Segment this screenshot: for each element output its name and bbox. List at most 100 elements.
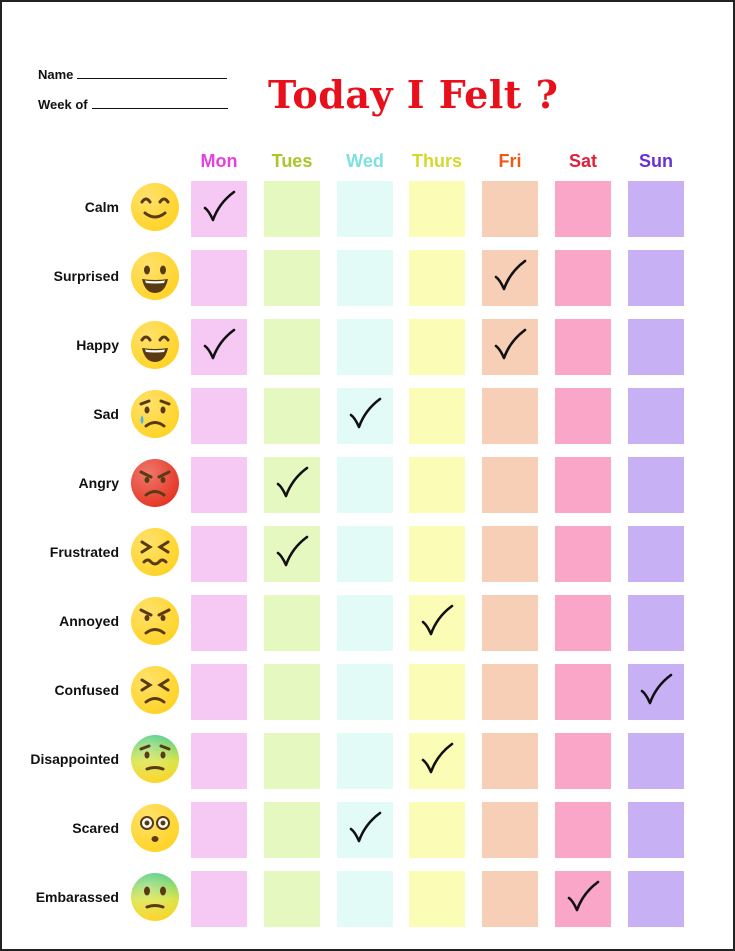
cell-scared-tues[interactable] [264, 802, 320, 858]
cell-frustrated-mon[interactable] [191, 526, 247, 582]
checkmark-icon [349, 397, 382, 429]
cell-disappointed-tues[interactable] [264, 733, 320, 789]
cell-happy-mon[interactable] [191, 319, 247, 375]
confused-face-icon [131, 666, 179, 714]
cell-frustrated-thurs[interactable] [409, 526, 465, 582]
cell-scared-fri[interactable] [482, 802, 538, 858]
checkmark-icon [203, 328, 236, 360]
cell-embarassed-mon[interactable] [191, 871, 247, 927]
cell-sad-wed[interactable] [337, 388, 393, 444]
day-header-thurs: Thurs [411, 151, 462, 171]
cell-surprised-fri[interactable] [482, 250, 538, 306]
cell-calm-fri[interactable] [482, 181, 538, 237]
cell-happy-fri[interactable] [482, 319, 538, 375]
cell-embarassed-tues[interactable] [264, 871, 320, 927]
feeling-label-embarassed: Embarassed [35, 889, 119, 905]
cell-disappointed-sun[interactable] [628, 733, 684, 789]
cell-calm-wed[interactable] [337, 181, 393, 237]
cell-surprised-tues[interactable] [264, 250, 320, 306]
cell-calm-thurs[interactable] [409, 181, 465, 237]
cell-angry-fri[interactable] [482, 457, 538, 513]
cell-frustrated-fri[interactable] [482, 526, 538, 582]
sad-face-icon [131, 390, 179, 438]
cell-calm-sat[interactable] [555, 181, 611, 237]
cell-surprised-mon[interactable] [191, 250, 247, 306]
cell-disappointed-thurs[interactable] [409, 733, 465, 789]
cell-confused-sun[interactable] [628, 664, 684, 720]
cell-confused-wed[interactable] [337, 664, 393, 720]
cell-scared-mon[interactable] [191, 802, 247, 858]
cell-angry-sun[interactable] [628, 457, 684, 513]
week-field[interactable]: Week of [38, 96, 228, 112]
cell-surprised-sat[interactable] [555, 250, 611, 306]
cell-happy-thurs[interactable] [409, 319, 465, 375]
cell-angry-mon[interactable] [191, 457, 247, 513]
calm-face-icon [131, 183, 179, 231]
checkmark-icon [494, 259, 527, 291]
cell-sad-sat[interactable] [555, 388, 611, 444]
cell-angry-thurs[interactable] [409, 457, 465, 513]
cell-embarassed-sat[interactable] [555, 871, 611, 927]
cell-frustrated-tues[interactable] [264, 526, 320, 582]
cell-embarassed-sun[interactable] [628, 871, 684, 927]
cell-frustrated-wed[interactable] [337, 526, 393, 582]
day-header-sat: Sat [568, 151, 597, 171]
feeling-label-angry: Angry [78, 475, 119, 491]
cell-surprised-sun[interactable] [628, 250, 684, 306]
cell-disappointed-wed[interactable] [337, 733, 393, 789]
cell-confused-sat[interactable] [555, 664, 611, 720]
cell-sad-thurs[interactable] [409, 388, 465, 444]
cell-annoyed-sat[interactable] [555, 595, 611, 651]
cell-confused-thurs[interactable] [409, 664, 465, 720]
cell-disappointed-mon[interactable] [191, 733, 247, 789]
checkmark-icon [494, 328, 527, 360]
cell-sad-tues[interactable] [264, 388, 320, 444]
feeling-label-calm: Calm [84, 199, 119, 215]
cell-disappointed-fri[interactable] [482, 733, 538, 789]
cell-annoyed-mon[interactable] [191, 595, 247, 651]
cell-confused-tues[interactable] [264, 664, 320, 720]
cell-annoyed-thurs[interactable] [409, 595, 465, 651]
name-field[interactable]: Name [38, 66, 228, 82]
cell-sad-mon[interactable] [191, 388, 247, 444]
cell-calm-mon[interactable] [191, 181, 247, 237]
cell-surprised-thurs[interactable] [409, 250, 465, 306]
cell-scared-thurs[interactable] [409, 802, 465, 858]
cell-calm-tues[interactable] [264, 181, 320, 237]
cell-confused-mon[interactable] [191, 664, 247, 720]
cell-sad-fri[interactable] [482, 388, 538, 444]
cell-scared-wed[interactable] [337, 802, 393, 858]
cell-embarassed-fri[interactable] [482, 871, 538, 927]
name-label: Name [38, 67, 74, 82]
cell-scared-sat[interactable] [555, 802, 611, 858]
cell-happy-sun[interactable] [628, 319, 684, 375]
cell-annoyed-wed[interactable] [337, 595, 393, 651]
cell-angry-wed[interactable] [337, 457, 393, 513]
checkmark-icon [349, 811, 382, 843]
cell-scared-sun[interactable] [628, 802, 684, 858]
cell-frustrated-sun[interactable] [628, 526, 684, 582]
cell-embarassed-wed[interactable] [337, 871, 393, 927]
cell-sad-sun[interactable] [628, 388, 684, 444]
cell-confused-fri[interactable] [482, 664, 538, 720]
surprised-face-icon [131, 252, 179, 300]
feeling-label-scared: Scared [72, 820, 119, 836]
day-header-sun: Sun [639, 151, 673, 171]
cell-happy-sat[interactable] [555, 319, 611, 375]
cell-happy-wed[interactable] [337, 319, 393, 375]
cell-calm-sun[interactable] [628, 181, 684, 237]
frustrated-face-icon [131, 528, 179, 576]
cell-happy-tues[interactable] [264, 319, 320, 375]
page-title: Today I Felt ? [268, 72, 559, 117]
cell-annoyed-tues[interactable] [264, 595, 320, 651]
day-header-fri: Fri [498, 151, 522, 171]
cell-disappointed-sat[interactable] [555, 733, 611, 789]
cell-annoyed-sun[interactable] [628, 595, 684, 651]
cell-embarassed-thurs[interactable] [409, 871, 465, 927]
cell-angry-sat[interactable] [555, 457, 611, 513]
cell-angry-tues[interactable] [264, 457, 320, 513]
cell-annoyed-fri[interactable] [482, 595, 538, 651]
cell-surprised-wed[interactable] [337, 250, 393, 306]
cell-frustrated-sat[interactable] [555, 526, 611, 582]
